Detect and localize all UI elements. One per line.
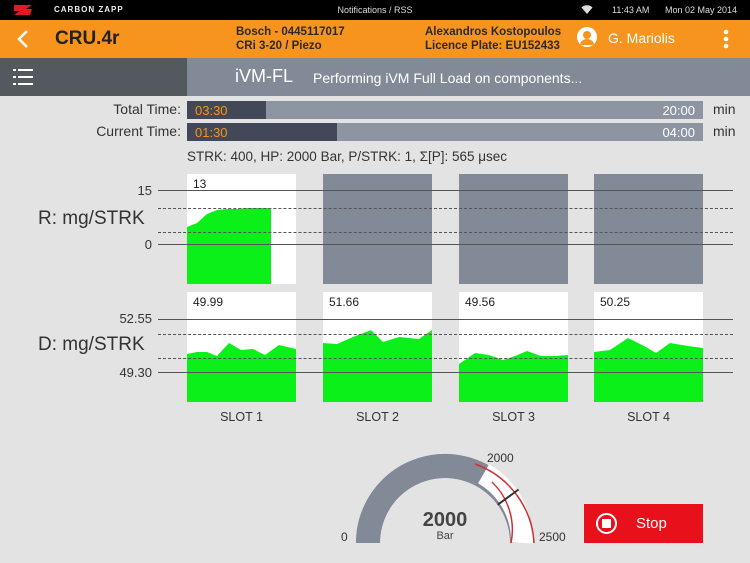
vehicle-info: Alexandros Kostopoulos Licence Plate: EU…	[425, 25, 561, 53]
slot-1-delivery-value: 49.99	[193, 295, 224, 309]
gauge-max-label: 2500	[539, 530, 566, 544]
delivery-max-line	[158, 319, 733, 320]
injector-part-number: Bosch - 0445117017	[236, 26, 345, 38]
wifi-icon	[581, 5, 593, 14]
customer-name: Alexandros Kostopoulos	[425, 26, 562, 38]
slot-4-delivery-chart: 50.25	[594, 292, 703, 402]
current-time-progress: 01:30 04:00	[187, 123, 703, 141]
gauge-target-label: 2000	[487, 451, 514, 465]
operation-bar: iVM-FL Performing iVM Full Load on compo…	[187, 58, 750, 96]
delivery-lower-tolerance-line	[158, 358, 733, 359]
pressure-value: 2000	[422, 509, 468, 531]
slot-3-return-chart	[459, 174, 568, 284]
slot-3-label: SLOT 3	[492, 410, 535, 424]
stop-button-label: Stop	[636, 515, 667, 532]
notifications-link[interactable]: Notifications / RSS	[337, 5, 413, 15]
stop-button[interactable]: Stop	[584, 504, 703, 543]
sub-header: iVM-FL Performing iVM Full Load on compo…	[0, 58, 750, 96]
back-arrow-icon[interactable]	[14, 28, 34, 50]
slot-1-label: SLOT 1	[220, 410, 263, 424]
delivery-axis-max: 52.55	[119, 311, 152, 326]
return-lower-tolerance-line	[158, 232, 733, 233]
pressure-gauge-redzone-outer	[474, 463, 535, 544]
current-time-value: 01:30	[195, 125, 228, 140]
date: Mon 02 May 2014	[665, 5, 738, 15]
slot-1-delivery-chart: 49.99	[187, 292, 296, 402]
current-time-max: 04:00	[662, 125, 695, 140]
page-title: CRU.4r	[55, 28, 120, 49]
pressure-gauge-redzone-inner	[491, 481, 514, 544]
slot-2-delivery-area	[323, 330, 432, 402]
slot-3-delivery-chart: 49.56	[459, 292, 568, 402]
current-time-label: Current Time:	[96, 123, 181, 139]
current-time-unit: min	[713, 123, 736, 139]
return-axis-max: 15	[137, 183, 152, 198]
slot-4-delivery-value: 50.25	[600, 295, 631, 309]
overflow-menu-icon[interactable]	[720, 28, 732, 50]
brand-name: CARBON ZAPP	[54, 5, 124, 14]
current-time-fill	[187, 123, 337, 141]
slot-2-label: SLOT 2	[356, 410, 399, 424]
slot-2-delivery-chart: 51.66	[323, 292, 432, 402]
total-time-progress: 03:30 20:00	[187, 101, 703, 119]
total-time-label: Total Time:	[113, 101, 181, 117]
delivery-min-line	[158, 372, 733, 373]
slot-2-delivery-value: 51.66	[329, 295, 360, 309]
delivery-label: D: mg/STRK	[38, 334, 145, 355]
total-time-unit: min	[713, 101, 736, 117]
user-name[interactable]: G. Mariolis	[608, 30, 675, 46]
user-avatar-icon[interactable]	[577, 27, 597, 47]
status-bar: CARBON ZAPP Notifications / RSS 11:43 AM…	[0, 0, 750, 20]
total-time-value: 03:30	[195, 103, 228, 118]
delivery-axis-min: 49.30	[119, 365, 152, 380]
return-axis-min: 0	[144, 237, 152, 252]
app-header: CRU.4r Bosch - 0445117017 CRi 3-20 / Pie…	[0, 20, 750, 58]
return-upper-tolerance-line	[158, 208, 733, 209]
injector-info: Bosch - 0445117017 CRi 3-20 / Piezo	[236, 25, 345, 53]
pressure-unit: Bar	[436, 530, 454, 542]
slot-2-return-chart	[323, 174, 432, 284]
list-menu-icon	[13, 69, 33, 85]
return-min-line	[158, 244, 733, 245]
return-label: R: mg/STRK	[38, 208, 145, 229]
slot-1-return-area	[187, 208, 271, 284]
slot-3-delivery-area	[459, 351, 568, 402]
test-parameters: STRK: 400, HP: 2000 Bar, P/STRK: 1, Σ[P]…	[187, 149, 508, 164]
slot-4-return-chart	[594, 174, 703, 284]
total-time-fill	[187, 101, 266, 119]
gauge-min-label: 0	[341, 530, 348, 544]
injector-type: CRi 3-20 / Piezo	[236, 40, 322, 52]
licence-plate: Licence Plate: EU152433	[425, 40, 560, 52]
menu-button[interactable]	[0, 58, 187, 96]
pressure-gauge-redzone-bg	[477, 464, 534, 544]
mode-name: iVM-FL	[235, 66, 293, 86]
clock: 11:43 AM	[612, 5, 650, 15]
pressure-gauge-target-marker	[497, 488, 520, 506]
slot-4-label: SLOT 4	[627, 410, 670, 424]
return-max-line	[158, 190, 733, 191]
pressure-gauge	[356, 453, 535, 544]
slot-1-return-value: 13	[193, 177, 207, 191]
total-time-max: 20:00	[662, 103, 695, 118]
stop-icon	[596, 513, 617, 534]
slot-4-delivery-area	[594, 338, 703, 402]
slot-3-delivery-value: 49.56	[465, 295, 496, 309]
slot-1-return-chart: 13	[187, 174, 296, 284]
delivery-upper-tolerance-line	[158, 334, 733, 335]
operation-status: Performing iVM Full Load on components..…	[313, 70, 583, 86]
carbon-zapp-logo-icon	[14, 5, 32, 15]
